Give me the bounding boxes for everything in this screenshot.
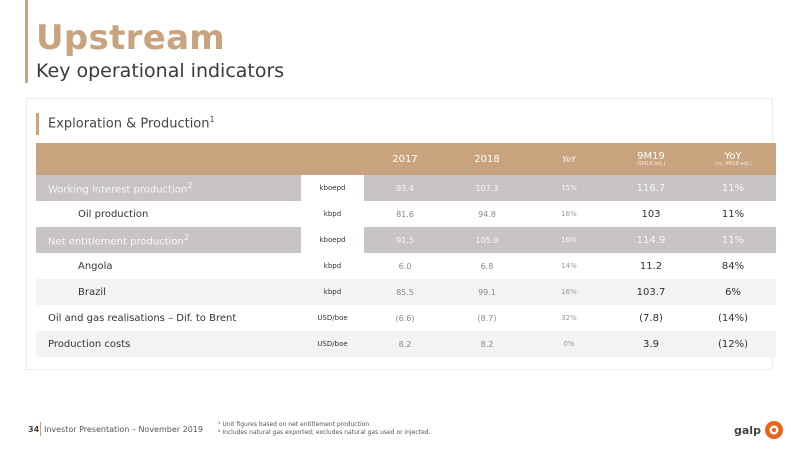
footer-divider xyxy=(40,422,41,436)
value-yoy-9m: 84% xyxy=(721,260,745,272)
table-row: Oil and gas realisations – Dif. to Brent… xyxy=(36,305,776,331)
row-label: Angola xyxy=(78,260,113,272)
table-header-row: 2017 2018 YoY 9M19 (9M18 adj.) YoY (vs. 9M… xyxy=(36,143,776,175)
row-unit: kboepd xyxy=(301,227,364,253)
row-unit: kboepd xyxy=(301,175,364,201)
row-label: Working interest production2 xyxy=(48,180,193,196)
table-row: Production costs USD/boe 8.2 8.2 0% 3.9 … xyxy=(36,331,776,357)
value-2018: 94.8 xyxy=(478,209,496,219)
value-9m19: 114.9 xyxy=(636,234,666,246)
value-yoy: 15% xyxy=(561,184,577,192)
value-yoy: 32% xyxy=(561,314,577,322)
table-row: Net entitlement production2 kboepd 91.5 … xyxy=(36,227,776,253)
table-row: Oil production kbpd 81.6 94.8 16% 103 11… xyxy=(36,201,776,227)
footnotes: ¹ Unit figures based on net entitlement … xyxy=(218,421,430,437)
row-label: Oil and gas realisations – Dif. to Brent xyxy=(48,312,237,324)
value-yoy: 0% xyxy=(563,340,575,348)
value-9m19: (7.8) xyxy=(639,312,663,324)
value-2018: 6.8 xyxy=(480,261,494,271)
row-label: Net entitlement production2 xyxy=(48,232,190,248)
page-subtitle: Key operational indicators xyxy=(36,60,285,82)
value-2017: 85.5 xyxy=(396,287,414,297)
row-label: Oil production xyxy=(78,208,149,220)
value-2017: 6.0 xyxy=(398,261,412,271)
value-yoy-9m: 6% xyxy=(725,286,741,298)
value-yoy: 16% xyxy=(561,288,577,296)
value-2018: 105.9 xyxy=(475,235,499,245)
indicators-table: 2017 2018 YoY 9M19 (9M18 adj.) YoY (vs. 9M… xyxy=(36,143,776,357)
galp-logo: galp xyxy=(734,420,784,440)
value-yoy-9m: 11% xyxy=(721,208,745,220)
galp-flame-icon xyxy=(764,421,783,439)
page-title: Upstream xyxy=(36,18,226,58)
header-2018: 2018 xyxy=(474,153,500,165)
header-9m19: 9M19 (9M18 adj.) xyxy=(636,150,666,167)
page-number: 34 xyxy=(28,425,40,434)
section-title: Exploration & Production1 xyxy=(48,115,215,132)
value-2018: 107.3 xyxy=(475,183,499,193)
value-yoy: 16% xyxy=(561,236,577,244)
footnote-2: ² Includes natural gas exported; exclude… xyxy=(218,429,431,437)
footnote-1: ¹ Unit figures based on net entitlement … xyxy=(218,421,370,428)
section-accent-bar xyxy=(36,113,39,135)
header-yoy-9m: YoY (vs. 9M18 adj.) xyxy=(714,150,752,167)
row-unit: kbpd xyxy=(323,262,342,270)
table-row: Working interest production2 kboepd 93.4… xyxy=(36,175,776,201)
value-yoy: 14% xyxy=(561,262,577,270)
row-label: Brazil xyxy=(78,286,106,298)
header-unit-blank xyxy=(301,143,364,175)
value-2018: 99.1 xyxy=(478,287,496,297)
value-2017: 91.5 xyxy=(396,235,414,245)
logo-text: galp xyxy=(734,423,761,437)
row-unit: kbpd xyxy=(323,288,342,296)
value-9m19: 11.2 xyxy=(639,260,663,272)
value-9m19: 3.9 xyxy=(643,338,659,350)
value-yoy-9m: 11% xyxy=(721,182,745,194)
value-yoy-9m: (12%) xyxy=(717,338,749,350)
value-9m19: 103.7 xyxy=(636,286,666,298)
table-row: Angola kbpd 6.0 6.8 14% 11.2 84% xyxy=(36,253,776,279)
row-label: Production costs xyxy=(48,338,131,350)
value-yoy-9m: (14%) xyxy=(717,312,749,324)
value-9m19: 116.7 xyxy=(636,182,666,194)
footer-text: Investor Presentation – November 2019 xyxy=(44,425,203,434)
value-2017: (6.6) xyxy=(395,313,415,323)
title-accent-bar xyxy=(25,0,28,83)
row-unit: USD/boe xyxy=(317,340,348,348)
value-2017: 81.6 xyxy=(396,209,414,219)
row-unit: kbpd xyxy=(323,210,342,218)
value-yoy: 16% xyxy=(561,210,577,218)
value-yoy-9m: 11% xyxy=(721,234,745,246)
value-2018: (8.7) xyxy=(477,313,497,323)
value-2018: 8.2 xyxy=(480,339,494,349)
header-yoy: YoY xyxy=(562,154,576,164)
header-2017: 2017 xyxy=(392,153,418,165)
table-row: Brazil kbpd 85.5 99.1 16% 103.7 6% xyxy=(36,279,776,305)
value-2017: 8.2 xyxy=(398,339,412,349)
row-unit: USD/boe xyxy=(317,314,348,322)
value-2017: 93.4 xyxy=(396,183,414,193)
value-9m19: 103 xyxy=(641,208,661,220)
